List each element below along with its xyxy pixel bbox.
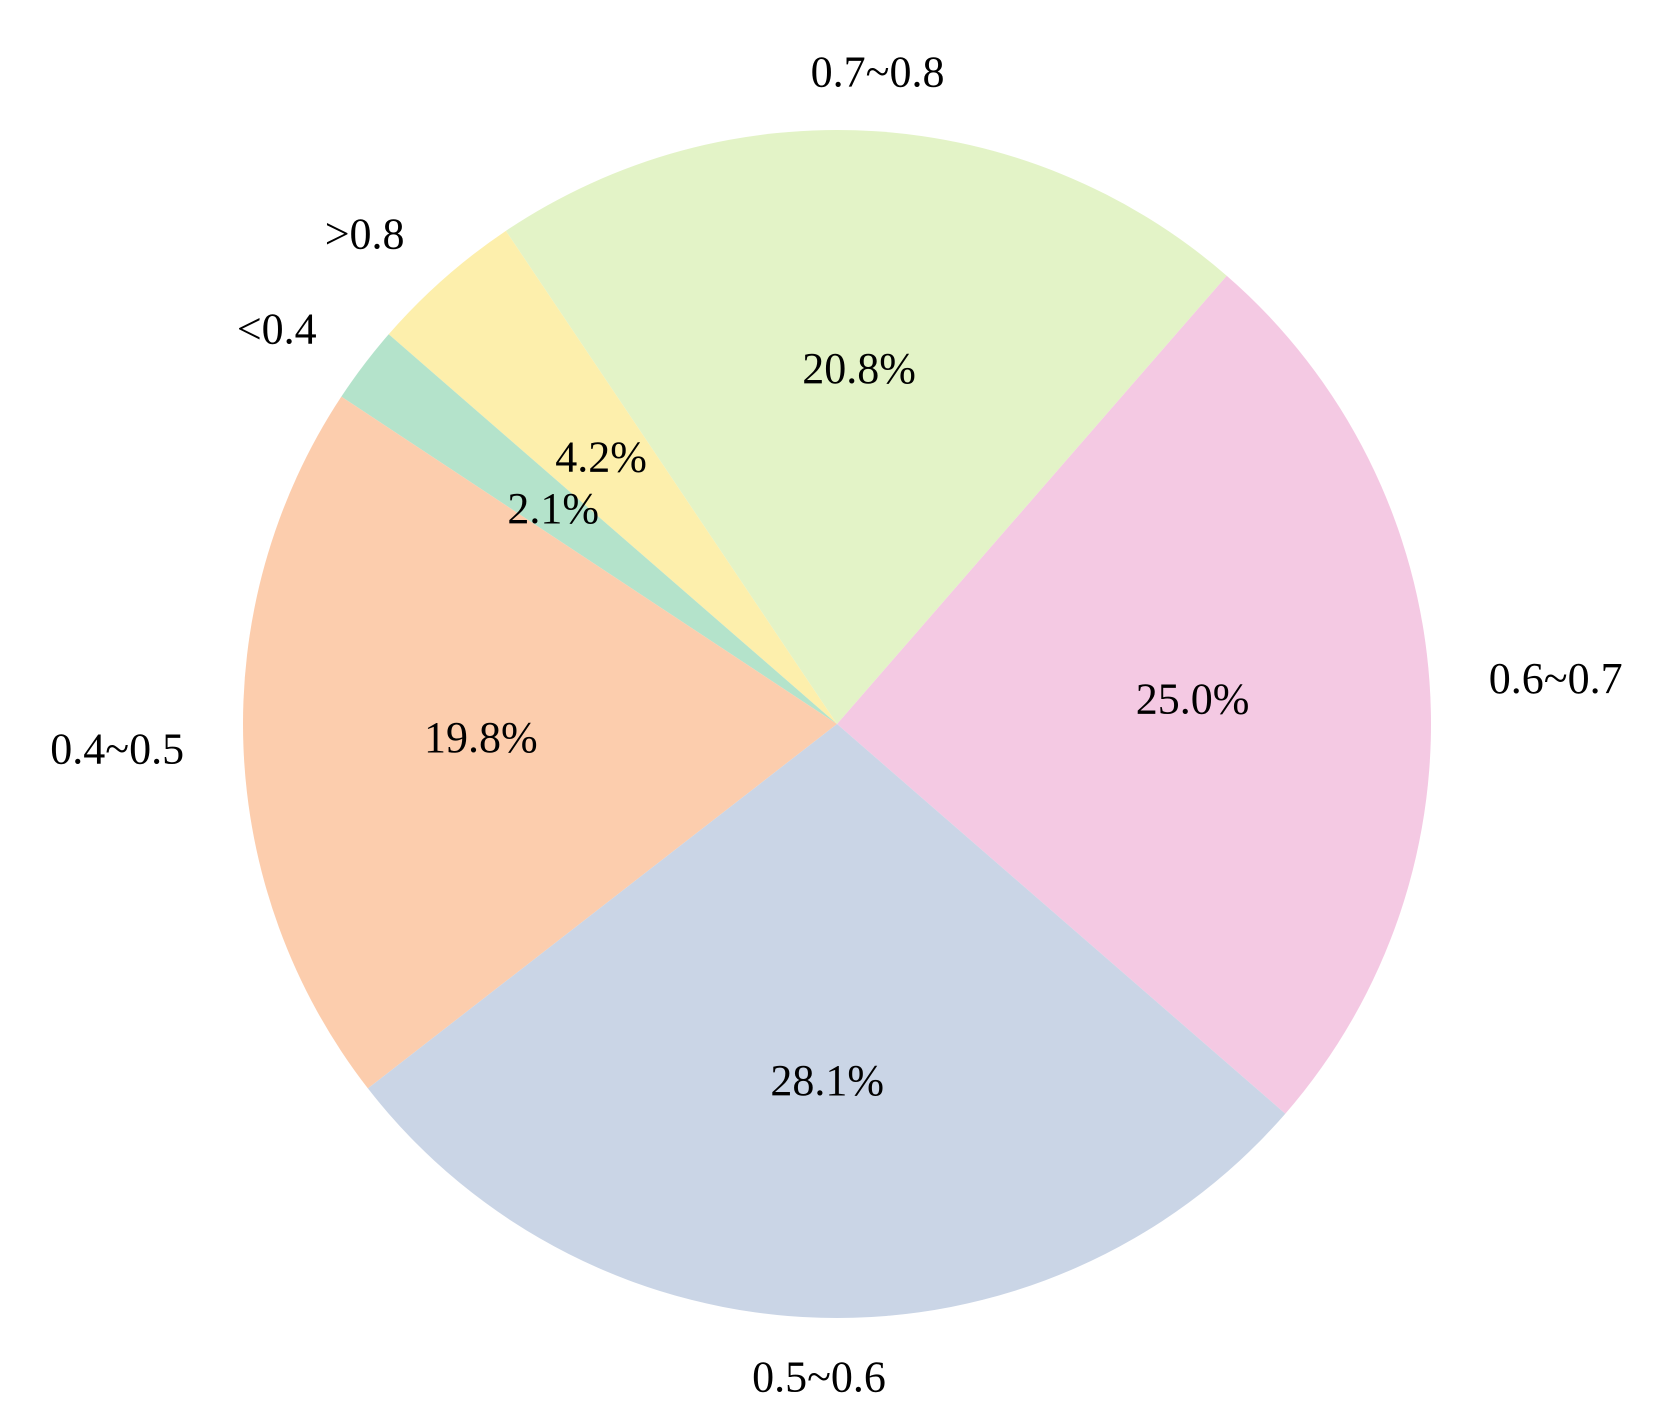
pct-label-0: 25.0% (1136, 675, 1250, 724)
pct-label-2: 4.2% (555, 432, 647, 481)
category-label-0: 0.6~0.7 (1489, 654, 1623, 703)
pie-slice-2 (388, 230, 837, 724)
pie-slice-5 (367, 724, 1286, 1319)
category-label-2: >0.8 (325, 210, 405, 259)
pie-slice-4 (242, 396, 837, 1089)
pie-slice-1 (505, 129, 1227, 724)
pie-slice-3 (341, 334, 837, 724)
pct-label-3: 2.1% (507, 484, 599, 533)
category-label-1: 0.7~0.8 (811, 47, 945, 96)
pct-label-4: 19.8% (424, 713, 538, 762)
pct-label-5: 28.1% (770, 1056, 884, 1105)
pie-slices (242, 129, 1431, 1319)
pie-slice-0 (837, 275, 1431, 1114)
pct-label-1: 20.8% (802, 344, 916, 393)
category-label-5: 0.5~0.6 (752, 1353, 886, 1402)
category-label-3: <0.4 (237, 304, 317, 353)
category-label-4: 0.4~0.5 (50, 725, 184, 774)
percentage-labels: 25.0% 20.8% 4.2%2.1% 19.8% 28.1% (424, 344, 1249, 1105)
category-labels: 0.6~0.7 0.7~0.8 >0.8<0.4 0.4~0.5 0.5~0.6 (50, 47, 1622, 1401)
